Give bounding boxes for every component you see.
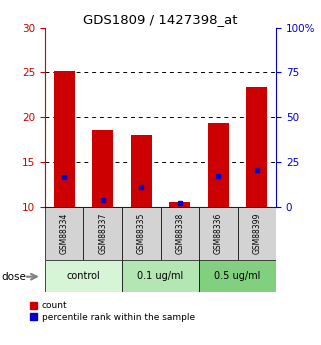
Text: GSM88335: GSM88335 xyxy=(137,213,146,254)
Bar xyxy=(122,260,199,292)
Legend: count, percentile rank within the sample: count, percentile rank within the sample xyxy=(30,301,195,322)
Bar xyxy=(246,87,267,207)
Bar xyxy=(169,201,190,207)
Bar xyxy=(160,207,199,260)
Bar xyxy=(131,135,152,207)
Text: GSM88334: GSM88334 xyxy=(60,213,69,254)
Title: GDS1809 / 1427398_at: GDS1809 / 1427398_at xyxy=(83,13,238,27)
Bar xyxy=(45,260,122,292)
Bar xyxy=(238,207,276,260)
Bar xyxy=(92,130,113,207)
Text: GSM88338: GSM88338 xyxy=(175,213,184,254)
Text: 0.5 ug/ml: 0.5 ug/ml xyxy=(214,271,261,281)
Text: GSM88399: GSM88399 xyxy=(252,213,261,254)
Text: 0.1 ug/ml: 0.1 ug/ml xyxy=(137,271,184,281)
Bar xyxy=(199,260,276,292)
Text: control: control xyxy=(66,271,100,281)
Bar xyxy=(83,207,122,260)
Text: dose: dose xyxy=(2,272,26,282)
Bar xyxy=(45,207,83,260)
Bar xyxy=(54,71,75,207)
Text: GSM88336: GSM88336 xyxy=(214,213,223,254)
Bar xyxy=(122,207,160,260)
Text: GSM88337: GSM88337 xyxy=(98,213,107,254)
Bar xyxy=(199,207,238,260)
Bar xyxy=(208,123,229,207)
